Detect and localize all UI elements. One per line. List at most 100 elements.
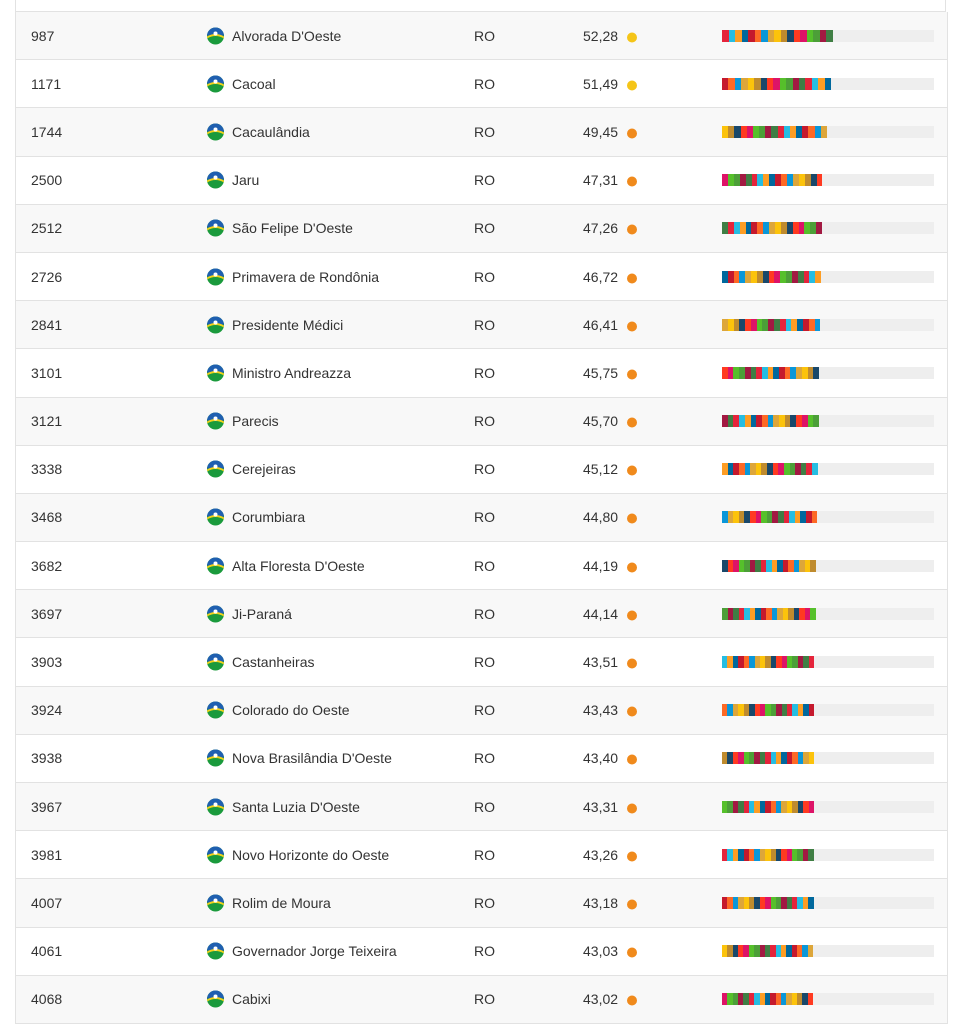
sdg-segment [794, 511, 801, 524]
sdg-segment [810, 559, 816, 572]
sdg-segment [786, 945, 792, 958]
rank: 3924 [31, 702, 63, 719]
rank: 3101 [31, 364, 63, 381]
sdg-segment [793, 29, 801, 42]
sdg-segment [805, 77, 812, 90]
sdg-segment [765, 896, 771, 909]
score-dot [626, 224, 637, 235]
sdg-segment [802, 945, 808, 958]
sdg-segment [797, 800, 804, 813]
city-name: Corumbiara [232, 509, 306, 526]
sdg-segment [722, 704, 728, 717]
sdg-segment [783, 511, 790, 524]
sdg-segment [789, 463, 796, 476]
score-dot [626, 369, 637, 380]
sdg-segment [755, 559, 761, 572]
sdg-segment [775, 174, 782, 187]
sdg-segment [775, 896, 782, 909]
sdg-segment [780, 945, 787, 958]
sdg-segment [751, 174, 758, 187]
sdg-segment [732, 800, 739, 813]
sdg-segment [807, 366, 814, 379]
score-bar [722, 800, 814, 813]
sdg-segment [761, 366, 768, 379]
sdg-segment [806, 463, 812, 476]
score-bar [722, 607, 816, 620]
sdg-segment [803, 752, 809, 765]
table-row: 4007 Rolim de Moura RO 43,18 [16, 879, 947, 928]
sdg-segment [800, 463, 807, 476]
flag-icon [207, 701, 224, 719]
sdg-segment [792, 704, 798, 717]
sdg-segment [759, 704, 766, 717]
sdg-segment [767, 415, 774, 428]
rank: 2726 [31, 268, 63, 285]
sdg-segment [797, 993, 803, 1006]
sdg-segment [750, 318, 757, 331]
sdg-segment [722, 463, 728, 476]
sdg-segment [759, 656, 766, 669]
state: RO [474, 798, 495, 815]
sdg-segment [804, 222, 811, 235]
score-bar-track [722, 607, 934, 620]
flag-icon [207, 219, 224, 237]
sdg-segment [733, 222, 740, 235]
sdg-segment [761, 29, 768, 42]
score: 43,18 [583, 894, 619, 911]
sdg-segment [722, 607, 728, 620]
sdg-segment [805, 511, 812, 524]
sdg-segment [807, 415, 814, 428]
sdg-segment [727, 174, 734, 187]
sdg-segment [743, 704, 750, 717]
score-bar-track [722, 125, 934, 138]
sdg-segment [810, 607, 816, 620]
city-name: Presidente Médici [232, 316, 344, 333]
sdg-segment [722, 752, 728, 765]
rank: 987 [31, 27, 55, 44]
rank: 3338 [31, 461, 63, 478]
sdg-segment [813, 366, 819, 379]
sdg-segment [732, 656, 739, 669]
score-bar-track [722, 415, 934, 428]
sdg-segment [756, 415, 762, 428]
sdg-segment [732, 752, 739, 765]
sdg-segment [772, 511, 778, 524]
sdg-segment [728, 125, 735, 138]
sdg-segment [722, 174, 728, 187]
sdg-segment [739, 318, 746, 331]
rank: 3682 [31, 557, 63, 574]
sdg-segment [756, 366, 762, 379]
score-dot [626, 610, 637, 621]
score-bar-track [722, 704, 934, 717]
city-name: Cacoal [232, 75, 276, 92]
sdg-segment [767, 29, 775, 42]
rank: 3903 [31, 654, 63, 671]
score-bar-track [722, 270, 934, 283]
score-bar-track [722, 29, 934, 42]
flag-icon [207, 894, 224, 912]
sdg-segment [764, 993, 771, 1006]
sdg-segment [728, 77, 735, 90]
sdg-segment [760, 77, 767, 90]
sdg-segment [789, 511, 795, 524]
sdg-segment [754, 993, 760, 1006]
sdg-segment [772, 463, 779, 476]
score-bar-track [722, 77, 934, 90]
ranking-table: 987 Alvorada D'Oeste RO 52,28 1171 Cacoal RO 51… [15, 12, 948, 1024]
score: 43,26 [583, 846, 619, 863]
flag-icon [207, 846, 224, 864]
sdg-segment [781, 896, 787, 909]
score: 49,45 [583, 123, 619, 140]
sdg-segment [743, 993, 749, 1006]
city-name: Governador Jorge Teixeira [232, 943, 397, 960]
table-row: 4061 Governador Jorge Teixeira RO 43,03 [16, 928, 947, 976]
flag-icon [207, 942, 224, 960]
sdg-segment [738, 993, 744, 1006]
score-bar-track [722, 800, 934, 813]
score-dot [626, 899, 637, 910]
table-row: 3101 Ministro Andreazza RO 45,75 [16, 349, 947, 398]
table-row: 2841 Presidente Médici RO 46,41 [16, 301, 947, 350]
sdg-segment [734, 77, 742, 90]
city-name: Ministro Andreazza [232, 364, 352, 381]
